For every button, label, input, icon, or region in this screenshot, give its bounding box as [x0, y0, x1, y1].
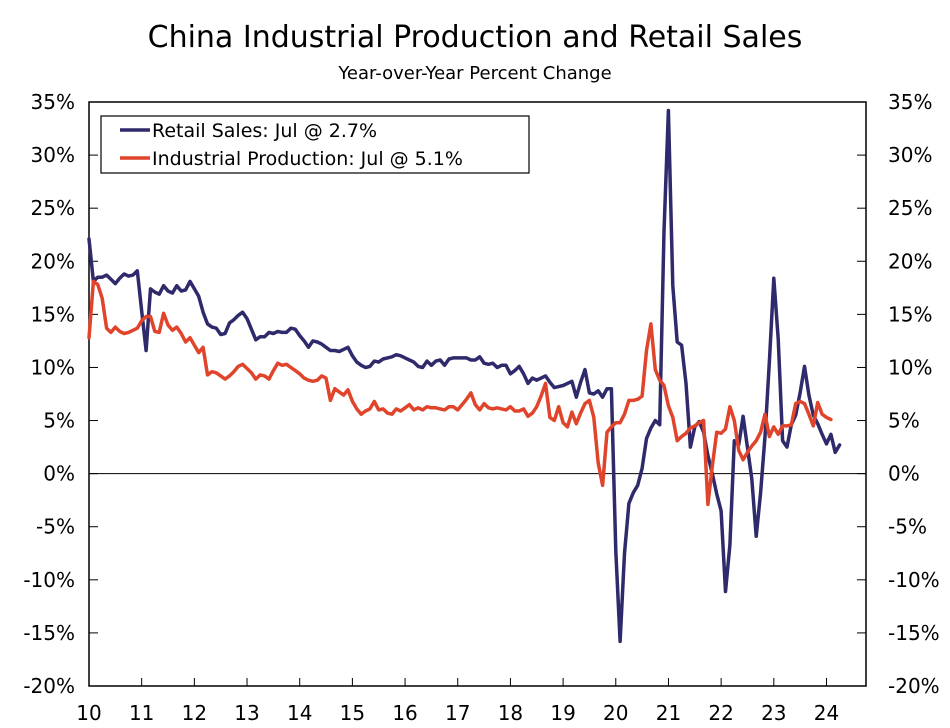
plot-frame [88, 101, 867, 687]
y-tick-label-left: -20% [23, 674, 75, 698]
y-tick-label-right: 30% [888, 143, 932, 167]
x-tick-label: 24 [814, 701, 839, 725]
legend-label-industrial: Industrial Production: Jul @ 5.1% [152, 148, 463, 170]
y-tick-label-right: 5% [888, 409, 920, 433]
y-axis-left: 35% 30% 25% 20% 15% 10% 5% 0% -5% -10% -15% -20% [23, 90, 98, 698]
x-tick-label: 22 [708, 701, 733, 725]
x-tick-label: 11 [129, 701, 154, 725]
chart-subtitle: Year-over-Year Percent Change [338, 63, 612, 84]
y-tick-label-left: -5% [36, 515, 75, 539]
y-tick-label-left: 5% [43, 409, 75, 433]
series-line-industrial-production [87, 279, 833, 507]
y-tick-label-left: 20% [31, 249, 75, 273]
y-axis-right: 35% 30% 25% 20% 15% 10% 5% 0% -5% -10% -15% -20% [857, 90, 940, 698]
y-tick-label-right: -10% [888, 568, 940, 592]
y-tick-label-left: 35% [31, 90, 75, 114]
x-axis: 10 11 12 13 14 15 16 17 18 19 20 21 22 23 24 [76, 678, 839, 725]
y-tick-label-left: 25% [31, 196, 75, 220]
y-tick-label-left: 15% [31, 302, 75, 326]
y-tick-label-left: -10% [23, 568, 75, 592]
x-tick-label: 20 [603, 701, 628, 725]
legend: Retail Sales: Jul @ 2.7% Industrial Prod… [100, 115, 530, 174]
x-tick-label: 15 [340, 701, 365, 725]
legend-label-retail: Retail Sales: Jul @ 2.7% [152, 120, 377, 142]
y-tick-label-right: -20% [888, 674, 940, 698]
x-tick-label: 16 [392, 701, 417, 725]
y-tick-label-right: 25% [888, 196, 932, 220]
x-tick-label: 17 [445, 701, 470, 725]
x-tick-label: 10 [76, 701, 101, 725]
y-tick-label-left: 30% [31, 143, 75, 167]
series-group [87, 108, 842, 644]
x-tick-label: 14 [287, 701, 312, 725]
chart-title: China Industrial Production and Retail S… [147, 20, 803, 55]
y-tick-label-left: 0% [43, 462, 75, 486]
y-tick-label-right: 10% [888, 355, 932, 379]
x-tick-label: 12 [182, 701, 207, 725]
series-line-retail-sales [87, 108, 842, 644]
x-tick-label: 18 [498, 701, 523, 725]
x-tick-label: 21 [656, 701, 681, 725]
y-tick-label-right: -15% [888, 621, 940, 645]
legend-box [100, 115, 530, 174]
x-tick-label: 19 [550, 701, 575, 725]
y-tick-label-right: 35% [888, 90, 932, 114]
y-tick-label-right: 0% [888, 462, 920, 486]
y-tick-label-right: -5% [888, 515, 927, 539]
y-tick-label-right: 20% [888, 249, 932, 273]
y-tick-label-left: 10% [31, 355, 75, 379]
x-tick-label: 23 [761, 701, 786, 725]
x-tick-label: 13 [234, 701, 259, 725]
y-tick-label-left: -15% [23, 621, 75, 645]
y-tick-label-right: 15% [888, 302, 932, 326]
